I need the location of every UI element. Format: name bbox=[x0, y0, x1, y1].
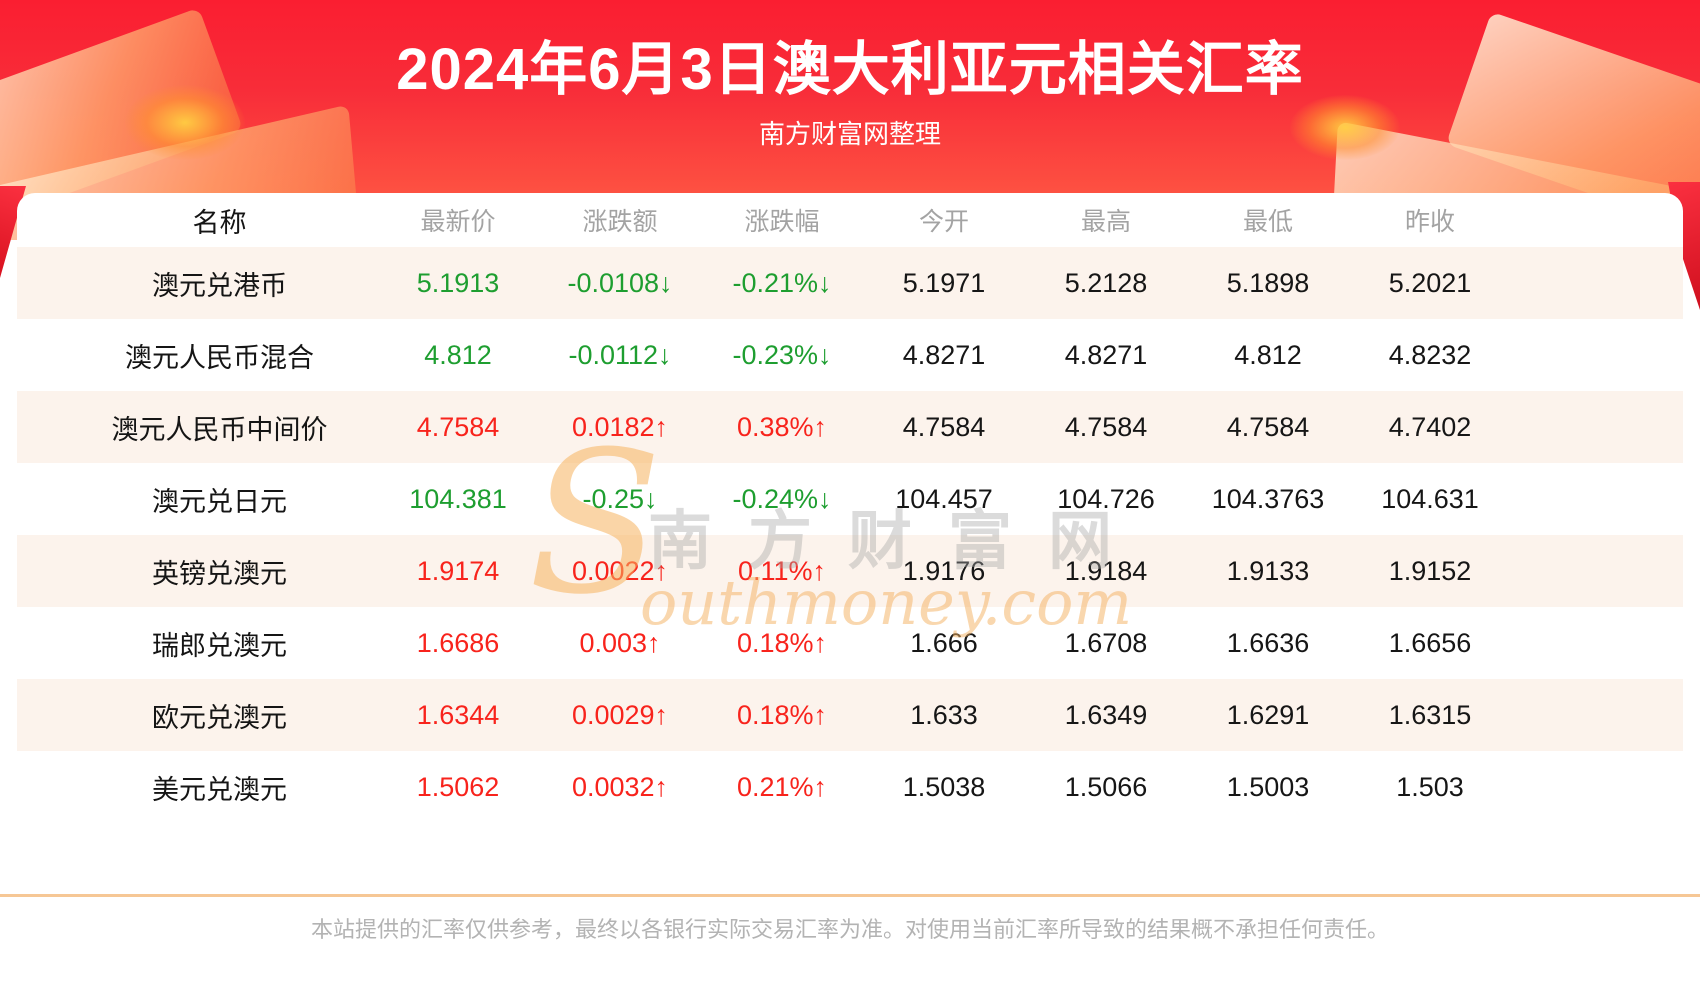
footer-divider bbox=[0, 894, 1700, 897]
table-row: 瑞郎兑澳元 1.6686 0.003↑ 0.18%↑ 1.666 1.6708 1.6636… bbox=[17, 607, 1683, 679]
cell-change-amount: -0.25↓ bbox=[582, 483, 658, 514]
page-subtitle: 南方财富网整理 bbox=[758, 119, 941, 149]
cell-name: 欧元兑澳元 bbox=[152, 702, 287, 733]
cell-today-open: 1.5038 bbox=[902, 771, 986, 802]
cell-today-open: 1.666 bbox=[910, 627, 978, 658]
cell-latest-price: 104.381 bbox=[409, 483, 507, 514]
page-title: 2024年6月3日澳大利亚元相关汇率 bbox=[396, 37, 1304, 102]
cell-latest-price: 1.9174 bbox=[416, 555, 500, 586]
cell-change-amount: 0.0029↑ bbox=[571, 699, 669, 730]
cell-name: 英镑兑澳元 bbox=[152, 558, 287, 589]
cell-prev-close: 104.631 bbox=[1381, 483, 1479, 514]
rates-table-card: 名称 最新价 涨跌额 涨跌幅 今开 最高 最低 昨收 澳元兑港币 5.1913 -0… bbox=[17, 193, 1683, 823]
table-body: 澳元兑港币 5.1913 -0.0108↓ -0.21%↓ 5.1971 5.2128 5.… bbox=[17, 247, 1683, 823]
cell-prev-close: 1.6656 bbox=[1388, 627, 1472, 658]
cell-change-amount: 0.0022↑ bbox=[571, 555, 669, 586]
cell-change-percent: -0.23%↓ bbox=[732, 339, 832, 370]
cell-latest-price: 5.1913 bbox=[416, 267, 500, 298]
cell-low: 1.9133 bbox=[1226, 555, 1310, 586]
cell-today-open: 4.8271 bbox=[902, 339, 986, 370]
cell-latest-price: 4.7584 bbox=[416, 411, 500, 442]
cell-change-amount: 0.0182↑ bbox=[571, 411, 669, 442]
cell-low: 104.3763 bbox=[1211, 483, 1325, 514]
cell-high: 1.5066 bbox=[1064, 771, 1148, 802]
cell-low: 1.6636 bbox=[1226, 627, 1310, 658]
cell-high: 1.6349 bbox=[1064, 699, 1148, 730]
column-header-high: 最高 bbox=[1080, 208, 1131, 236]
column-header-latest-price: 最新价 bbox=[420, 208, 496, 236]
cell-prev-close: 4.8232 bbox=[1388, 339, 1472, 370]
cell-change-percent: 0.11%↑ bbox=[737, 555, 827, 586]
cell-change-percent: 0.18%↑ bbox=[736, 699, 828, 730]
table-row: 澳元兑港币 5.1913 -0.0108↓ -0.21%↓ 5.1971 5.2128 5.… bbox=[17, 247, 1683, 319]
cell-today-open: 5.1971 bbox=[902, 267, 986, 298]
table-row: 欧元兑澳元 1.6344 0.0029↑ 0.18%↑ 1.633 1.6349 1.629… bbox=[17, 679, 1683, 751]
disclaimer-text: 本站提供的汇率仅供参考，最终以各银行实际交易汇率为准。对使用当前汇率所导致的结果… bbox=[310, 917, 1389, 942]
cell-prev-close: 1.9152 bbox=[1388, 555, 1472, 586]
table-row: 澳元兑日元 104.381 -0.25↓ -0.24%↓ 104.457 104.726 1… bbox=[17, 463, 1683, 535]
table-row: 英镑兑澳元 1.9174 0.0022↑ 0.11%↑ 1.9176 1.9184 1.91… bbox=[17, 535, 1683, 607]
cell-low: 1.5003 bbox=[1226, 771, 1310, 802]
column-header-change-amount: 涨跌额 bbox=[582, 208, 658, 236]
cell-high: 104.726 bbox=[1057, 483, 1155, 514]
cell-latest-price: 4.812 bbox=[424, 339, 492, 370]
cell-name: 瑞郎兑澳元 bbox=[152, 630, 287, 661]
gold-glow-left-1 bbox=[125, 85, 245, 160]
cell-high: 1.6708 bbox=[1064, 627, 1148, 658]
cell-low: 5.1898 bbox=[1226, 267, 1310, 298]
cell-prev-close: 4.7402 bbox=[1388, 411, 1472, 442]
cell-change-percent: 0.38%↑ bbox=[736, 411, 828, 442]
table-header-row: 名称 最新价 涨跌额 涨跌幅 今开 最高 最低 昨收 bbox=[17, 193, 1683, 247]
cell-low: 4.7584 bbox=[1226, 411, 1310, 442]
cell-latest-price: 1.5062 bbox=[416, 771, 500, 802]
cell-low: 4.812 bbox=[1234, 339, 1302, 370]
cell-high: 5.2128 bbox=[1064, 267, 1148, 298]
column-header-today-open: 今开 bbox=[918, 208, 969, 236]
cell-name: 澳元兑港币 bbox=[152, 270, 287, 301]
cell-today-open: 104.457 bbox=[895, 483, 993, 514]
table-row: 美元兑澳元 1.5062 0.0032↑ 0.21%↑ 1.5038 1.5066 1.50… bbox=[17, 751, 1683, 823]
cell-low: 1.6291 bbox=[1226, 699, 1310, 730]
cell-change-amount: -0.0108↓ bbox=[567, 267, 673, 298]
column-header-low: 最低 bbox=[1242, 208, 1293, 236]
cell-latest-price: 1.6344 bbox=[416, 699, 500, 730]
column-header-name: 名称 bbox=[192, 207, 247, 238]
cell-change-percent: -0.21%↓ bbox=[732, 267, 832, 298]
cell-change-amount: 0.003↑ bbox=[579, 627, 661, 658]
cell-change-amount: 0.0032↑ bbox=[571, 771, 669, 802]
cell-name: 澳元人民币混合 bbox=[125, 342, 314, 373]
cell-prev-close: 1.6315 bbox=[1388, 699, 1472, 730]
cell-today-open: 1.9176 bbox=[902, 555, 986, 586]
cell-today-open: 4.7584 bbox=[902, 411, 986, 442]
table-row: 澳元人民币混合 4.812 -0.0112↓ -0.23%↓ 4.8271 4.8271 4… bbox=[17, 319, 1683, 391]
column-header-change-percent: 涨跌幅 bbox=[744, 208, 820, 236]
cell-change-percent: 0.21%↑ bbox=[736, 771, 828, 802]
cell-today-open: 1.633 bbox=[910, 699, 978, 730]
cell-change-percent: 0.18%↑ bbox=[736, 627, 828, 658]
cell-high: 1.9184 bbox=[1064, 555, 1148, 586]
cell-high: 4.7584 bbox=[1064, 411, 1148, 442]
column-header-prev-close: 昨收 bbox=[1404, 208, 1455, 236]
cell-name: 澳元兑日元 bbox=[152, 486, 287, 517]
cell-high: 4.8271 bbox=[1064, 339, 1148, 370]
cell-name: 澳元人民币中间价 bbox=[111, 414, 328, 445]
cell-change-percent: -0.24%↓ bbox=[732, 483, 832, 514]
cell-latest-price: 1.6686 bbox=[416, 627, 500, 658]
gold-glow-right-1 bbox=[1290, 95, 1400, 160]
cell-change-amount: -0.0112↓ bbox=[568, 339, 672, 370]
cell-prev-close: 5.2021 bbox=[1388, 267, 1472, 298]
cell-name: 美元兑澳元 bbox=[152, 774, 287, 805]
cell-prev-close: 1.503 bbox=[1396, 771, 1464, 802]
table-row: 澳元人民币中间价 4.7584 0.0182↑ 0.38%↑ 4.7584 4.7584 4… bbox=[17, 391, 1683, 463]
